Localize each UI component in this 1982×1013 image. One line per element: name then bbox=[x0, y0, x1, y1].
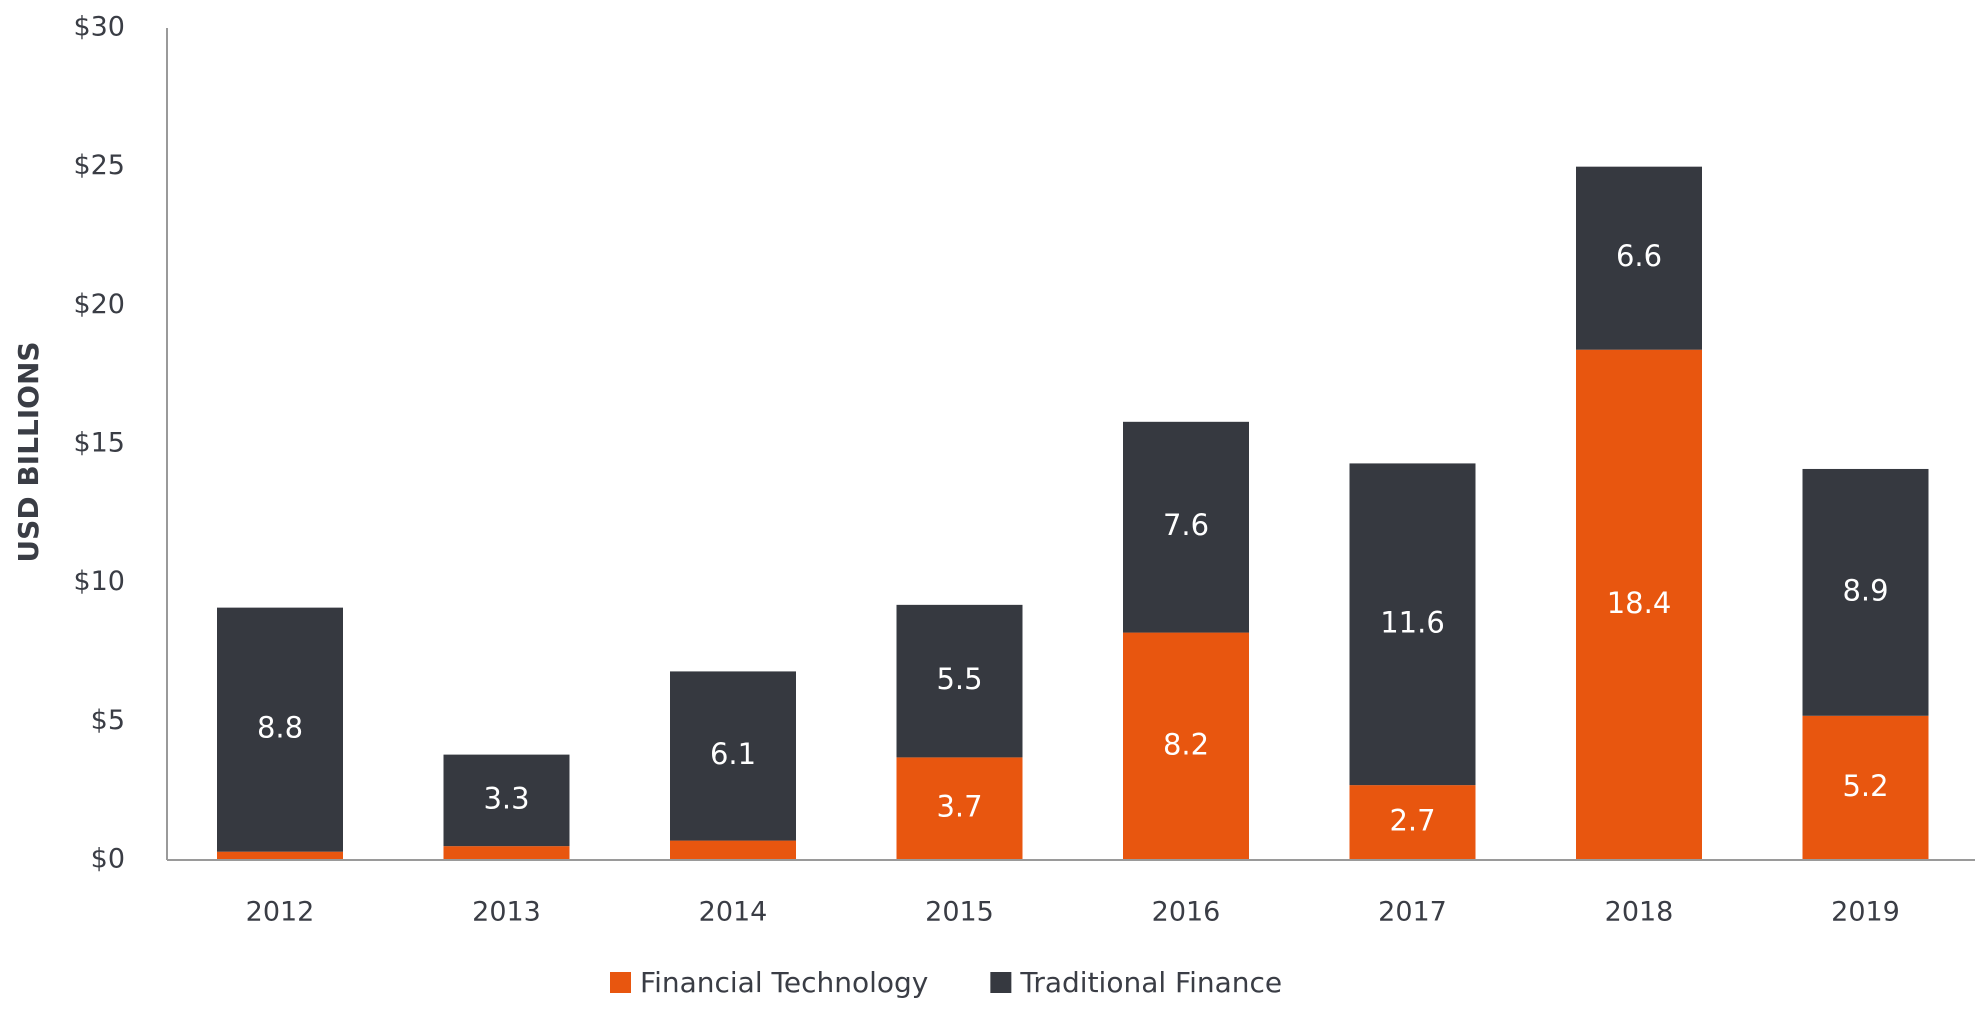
data-label: 5.5 bbox=[936, 662, 982, 696]
bar-financial-technology bbox=[217, 851, 343, 860]
data-label: 6.6 bbox=[1616, 239, 1662, 273]
bar-traditional-finance bbox=[1802, 468, 1929, 716]
y-tick-label: $0 bbox=[91, 844, 125, 875]
x-tick-label: 2013 bbox=[472, 897, 541, 928]
y-tick-label: $30 bbox=[73, 12, 125, 43]
legend-swatch bbox=[990, 972, 1012, 993]
data-label: 6.1 bbox=[710, 737, 756, 771]
x-tick-label: 2016 bbox=[1152, 897, 1221, 928]
bar-financial-technology bbox=[1576, 349, 1702, 860]
data-label: 5.2 bbox=[1842, 769, 1888, 803]
bar-traditional-finance bbox=[217, 607, 343, 852]
legend-label: Financial Technology bbox=[640, 966, 928, 999]
data-label: 8.9 bbox=[1842, 573, 1888, 607]
x-tick-label: 2012 bbox=[246, 897, 315, 928]
data-label: 2.7 bbox=[1389, 804, 1435, 838]
y-tick-label: $10 bbox=[73, 566, 125, 597]
bar-traditional-finance bbox=[443, 754, 570, 847]
x-tick-label: 2015 bbox=[925, 897, 994, 928]
data-label: 3.7 bbox=[936, 790, 982, 824]
y-tick-label: $25 bbox=[73, 150, 125, 181]
bar-financial-technology bbox=[1802, 715, 1929, 860]
bar-traditional-finance bbox=[1123, 421, 1249, 633]
y-axis-label: USD BILLIONS bbox=[12, 341, 45, 562]
data-label: 11.6 bbox=[1380, 605, 1445, 639]
y-tick-label: $5 bbox=[91, 705, 125, 736]
y-tick-label: $15 bbox=[73, 428, 125, 459]
bar-financial-technology bbox=[443, 846, 570, 860]
data-label: 18.4 bbox=[1607, 586, 1672, 620]
bar-financial-technology bbox=[1123, 632, 1249, 860]
x-tick-label: 2019 bbox=[1831, 897, 1900, 928]
legend-swatch bbox=[610, 972, 631, 993]
bar-financial-technology bbox=[670, 840, 796, 860]
data-label: 7.6 bbox=[1163, 508, 1209, 542]
bar-traditional-finance bbox=[670, 671, 796, 841]
y-tick-label: $20 bbox=[73, 289, 125, 320]
bar-financial-technology bbox=[1349, 785, 1476, 860]
x-tick-label: 2017 bbox=[1378, 897, 1447, 928]
bar-traditional-finance bbox=[1349, 463, 1476, 786]
bar-financial-technology bbox=[896, 757, 1023, 860]
x-tick-label: 2018 bbox=[1605, 897, 1674, 928]
data-label: 8.8 bbox=[257, 711, 303, 745]
data-label: 3.3 bbox=[483, 781, 529, 815]
bar-traditional-finance bbox=[1576, 166, 1702, 350]
x-tick-label: 2014 bbox=[699, 897, 768, 928]
data-label: 8.2 bbox=[1163, 727, 1209, 761]
legend-label: Traditional Finance bbox=[1019, 966, 1282, 999]
bar-traditional-finance bbox=[896, 604, 1023, 758]
